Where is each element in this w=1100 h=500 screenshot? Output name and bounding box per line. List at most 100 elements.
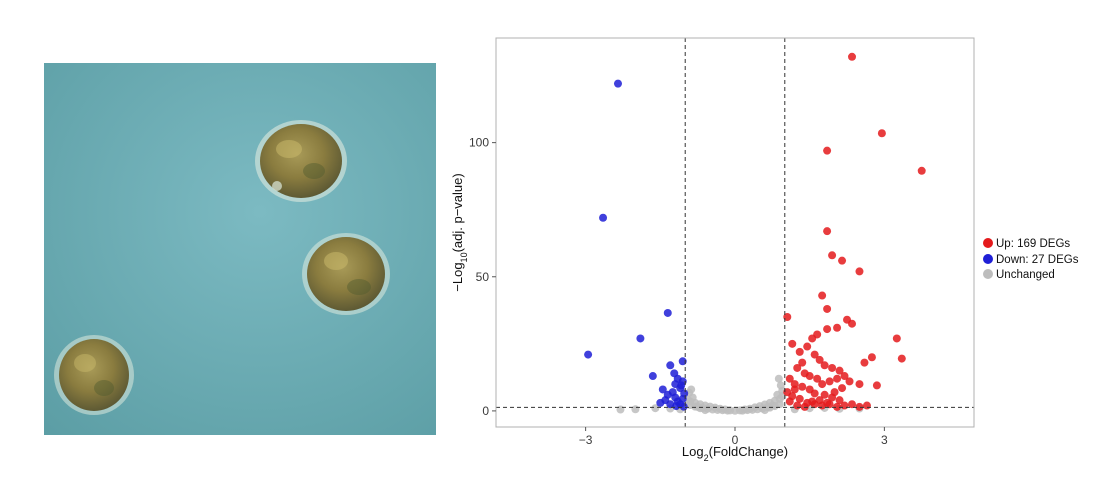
up-point [862, 401, 871, 410]
up-point [897, 354, 906, 363]
unchanged-point [631, 405, 640, 414]
up-point [795, 347, 804, 356]
up-point [838, 384, 847, 393]
down-point [599, 213, 608, 222]
y-tick-label: 100 [469, 136, 489, 150]
down-point [636, 334, 645, 343]
x-tick-label: 0 [732, 433, 739, 447]
legend-unchanged-swatch [983, 269, 993, 279]
legend-down-label: Down: 27 DEGs [996, 254, 1079, 266]
up-point [828, 251, 837, 260]
up-point [848, 319, 857, 328]
up-point [823, 325, 832, 334]
down-point [677, 381, 686, 390]
up-point [788, 339, 797, 348]
x-axis-title: Log2(FoldChange) [682, 444, 788, 463]
up-point [795, 394, 804, 403]
unchanged-point [774, 374, 783, 383]
down-point [658, 385, 667, 394]
unchanged-point [701, 406, 710, 415]
down-point [648, 372, 657, 381]
up-point [828, 363, 837, 372]
up-point [818, 380, 827, 389]
up-point [860, 358, 869, 367]
plot-frame [495, 37, 975, 428]
up-point [835, 396, 844, 405]
down-point [613, 79, 622, 88]
cell-bottom-left [54, 335, 134, 415]
up-point [838, 256, 847, 265]
up-points [783, 52, 926, 411]
unchanged-point [687, 385, 696, 394]
unchanged-point [616, 405, 625, 414]
up-point [823, 146, 832, 155]
unchanged-point [723, 406, 732, 415]
down-point [584, 350, 593, 359]
up-point [793, 401, 802, 410]
down-point [656, 398, 665, 407]
unchanged-point [651, 404, 660, 413]
up-point [818, 291, 827, 300]
up-point [798, 382, 807, 391]
threshold-lines [496, 38, 974, 427]
up-point [825, 377, 834, 386]
up-point [808, 334, 817, 343]
up-point [793, 363, 802, 372]
up-point [830, 388, 839, 397]
up-point [855, 267, 864, 276]
axis-ticks: −3 0 3 0 50 100 [469, 136, 888, 447]
up-point [848, 52, 857, 61]
up-point [820, 361, 829, 370]
up-point [785, 397, 794, 406]
up-point [798, 358, 807, 367]
up-point [833, 374, 842, 383]
legend: Up: 169 DEGs Down: 27 DEGs Unchanged [983, 238, 1079, 281]
unchanged-point [776, 381, 785, 390]
x-tick-label: 3 [881, 433, 888, 447]
legend-up-swatch [983, 238, 993, 248]
cell-middle-right [302, 233, 390, 315]
down-point [663, 308, 672, 317]
unchanged-point [760, 406, 769, 415]
down-point [679, 402, 688, 411]
up-point [823, 227, 832, 236]
up-point [833, 402, 842, 411]
up-point [872, 381, 881, 390]
up-point [820, 390, 829, 399]
legend-down-swatch [983, 254, 993, 264]
down-points [584, 79, 689, 411]
y-tick-label: 50 [476, 270, 490, 284]
up-point [840, 372, 849, 381]
up-point [805, 372, 814, 381]
up-point [785, 374, 794, 383]
up-point [867, 353, 876, 362]
up-point [803, 342, 812, 351]
up-point [845, 377, 854, 386]
down-point [666, 361, 675, 370]
down-point [670, 369, 679, 378]
up-point [835, 366, 844, 375]
legend-up-label: Up: 169 DEGs [996, 238, 1070, 250]
x-tick-label: −3 [579, 433, 593, 447]
up-point [917, 166, 926, 175]
up-point [855, 380, 864, 389]
legend-unchanged-label: Unchanged [996, 269, 1055, 281]
up-point [815, 396, 824, 405]
y-axis-title: −Log10(adj. p−value) [450, 173, 469, 291]
up-point [892, 334, 901, 343]
up-point [848, 400, 857, 409]
up-point [800, 402, 809, 411]
up-point [833, 323, 842, 332]
unchanged-points [616, 374, 864, 415]
down-point [672, 402, 681, 411]
up-point [823, 304, 832, 313]
up-point [823, 398, 832, 407]
cell-top-right [255, 120, 347, 202]
up-point [855, 402, 864, 411]
up-point [815, 355, 824, 364]
up-point [810, 350, 819, 359]
up-point [813, 374, 822, 383]
up-point [790, 385, 799, 394]
up-point [808, 397, 817, 406]
